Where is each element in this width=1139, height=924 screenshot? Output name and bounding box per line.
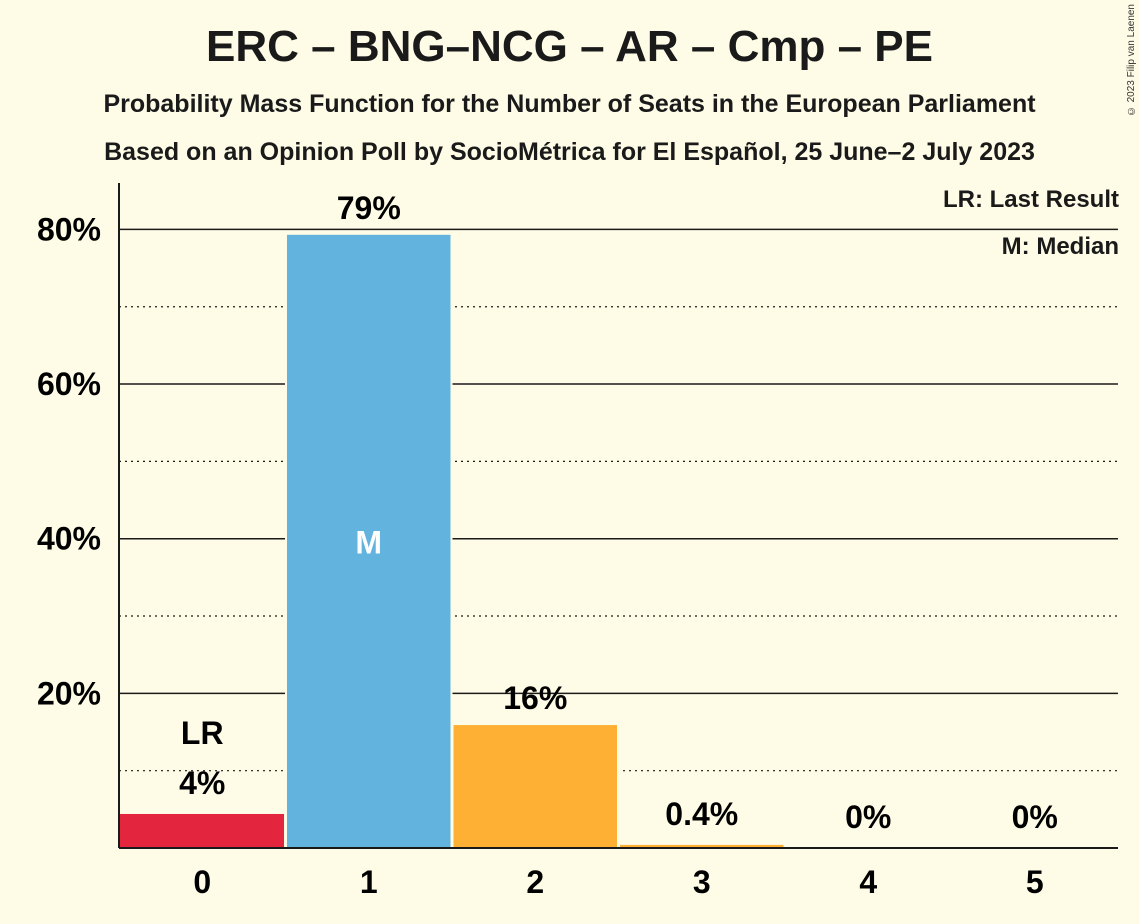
y-tick-label: 20% [37,675,101,711]
bar-seats-2 [453,725,617,848]
legend-last-result: LR: Last Result [942,186,1119,213]
bar-seats-0 [119,813,284,848]
data-label: 79% [337,190,401,226]
x-tick-label: 1 [360,864,378,900]
x-tick-label: 4 [859,864,877,900]
chart-source-line: Based on an Opinion Poll by SocioMétrica… [104,138,1035,166]
chart-subtitle: Probability Mass Function for the Number… [103,90,1036,118]
data-label: 0% [845,799,891,835]
data-label: 16% [503,680,567,716]
x-tick-label: 0 [193,864,211,900]
last-result-marker: LR [181,715,224,751]
legend-median: M: Median [1001,233,1119,260]
bar-seats-3 [620,844,784,848]
x-tick-label: 5 [1026,864,1044,900]
y-tick-label: 40% [37,521,101,557]
data-label: 0.4% [665,796,738,832]
data-label: 0% [1012,799,1058,835]
x-tick-label: 3 [693,864,711,900]
chart-title: ERC – BNG–NCG – AR – Cmp – PE [206,22,933,71]
y-tick-label: 80% [37,211,101,247]
median-marker: M [355,524,382,560]
bar-seats-1 [287,234,451,849]
x-tick-label: 2 [526,864,544,900]
data-label: 4% [179,765,225,801]
y-tick-label: 60% [37,366,101,402]
